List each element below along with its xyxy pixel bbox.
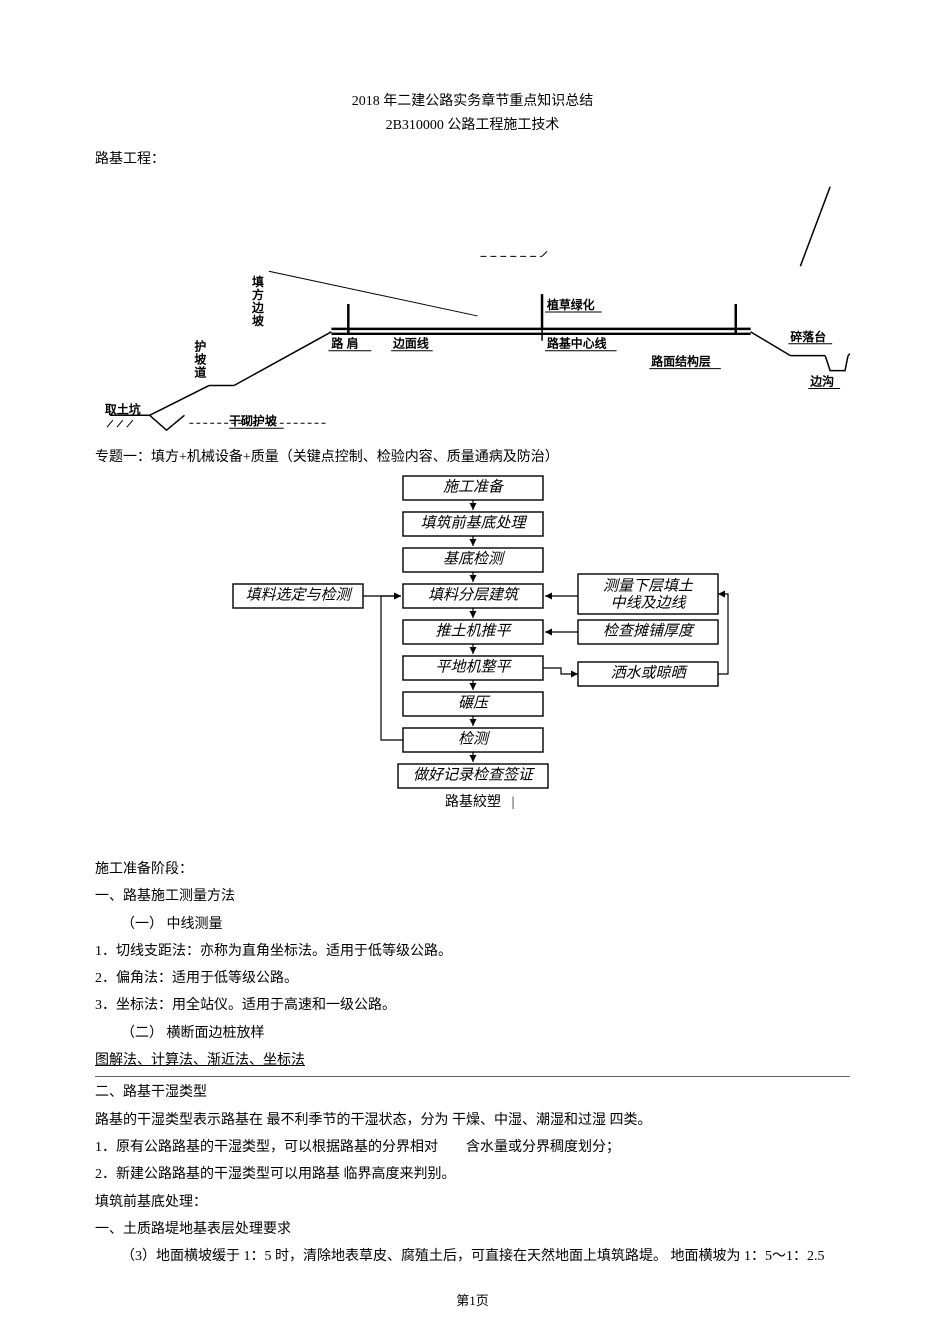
doc-title: 2018 年二建公路实务章节重点知识总结 [95,90,850,110]
svg-text:填筑前基底处理: 填筑前基底处理 [420,514,527,531]
svg-text:推土机推平: 推土机推平 [435,622,512,639]
cross-section-diagram: 填方边坡 护坡道 取土坑 干砌护坡 路 肩 边面线 植草绿化 路基中心线 路面结… [95,176,850,436]
diag-label: 路基中心线 [547,337,607,351]
body-text: 2．新建公路路基的干湿类型可以用路基 临界高度来判别。 [95,1161,850,1188]
flow-step: 碾压 [403,692,543,716]
svg-text:平地机整平: 平地机整平 [435,658,512,675]
flow-step: 做好记录检查签证 [398,764,548,788]
body-text: （二） 横断面边桩放样 [95,1020,850,1047]
diag-label: 边面线 [392,337,429,351]
flow-caption: 路基絞塑 [445,793,501,810]
svg-text:做好记录检查签证: 做好记录检查签证 [412,766,534,783]
flow-step: 推土机推平 [403,620,543,644]
flow-side-right-bot: 洒水或晾晒 [578,662,718,686]
diag-label: 路面结构层 [651,355,711,369]
flow-step: 检测 [403,728,543,752]
diag-label: 植草绿化 [546,298,595,312]
flow-step: 基底检测 [403,548,543,572]
svg-text:施工准备: 施工准备 [442,478,504,495]
body-text: 图解法、计算法、渐近法、坐标法 [95,1047,850,1074]
body-text: 一、土质路堤地基表层处理要求 [95,1216,850,1243]
flow-side-right-top: 测量下层填土 中线及边线 [578,574,718,614]
svg-text:填料分层建筑: 填料分层建筑 [427,586,519,603]
body-text: 填筑前基底处理： [95,1189,850,1216]
diag-label: 边沟 [809,374,834,388]
svg-text:洒水或晾晒: 洒水或晾晒 [610,664,688,681]
body-text: 1．原有公路路基的干湿类型，可以根据路基的分界相对 含水量或分界稠度划分； [95,1134,850,1161]
flow-step: 施工准备 [403,476,543,500]
cursor-mark: | [511,795,514,810]
flow-step: 平地机整平 [403,656,543,680]
svg-text:碾压: 碾压 [457,694,490,711]
body-text: 施工准备阶段： [95,856,850,883]
section-label: 路基工程： [95,148,850,168]
divider [95,1076,850,1077]
flow-step: 填筑前基底处理 [403,512,543,536]
body-text: 3．坐标法：用全站仪。适用于高速和一级公路。 [95,992,850,1019]
flow-step: 填料分层建筑 [403,584,543,608]
svg-text:测量下层填土: 测量下层填土 [602,577,693,594]
diag-label: 填方边坡 [251,275,264,328]
diag-label: 干砌护坡 [229,414,277,428]
svg-text:中线及边线: 中线及边线 [610,594,687,611]
body-text: 2．偏角法：适用于低等级公路。 [95,965,850,992]
svg-text:检查摊铺厚度: 检查摊铺厚度 [602,622,694,639]
diag-label: 碎落台 [790,330,826,344]
flowchart: 施工准备 填筑前基底处理 基底检测 填料分层建筑 推土机推平 平地机整平 [95,474,850,844]
body-text: 二、路基干湿类型 [95,1079,850,1106]
svg-text:检测: 检测 [457,730,490,747]
flow-side-left: 填料选定与检测 [233,584,363,608]
body-text: 路基的干湿类型表示路基在 最不利季节的干湿状态，分为 干燥、中湿、潮湿和过湿 四… [95,1107,850,1134]
page-number: 第1页 [0,1290,945,1309]
body-text: 1．切线支距法：亦称为直角坐标法。适用于低等级公路。 [95,938,850,965]
doc-subtitle: 2B310000 公路工程施工技术 [95,114,850,134]
diag-label: 护坡道 [194,340,206,380]
flow-side-right-mid: 检查摊铺厚度 [578,620,718,644]
body-text: 一、路基施工测量方法 [95,883,850,910]
svg-text:基底检测: 基底检测 [442,550,505,567]
diag-label: 路 肩 [331,337,358,351]
body-text: （一） 中线测量 [95,911,850,938]
diag-label: 取土坑 [105,402,141,416]
body-text: （3）地面横坡缓于 1：5 时，清除地表草皮、腐殖土后，可直接在天然地面上填筑路… [95,1243,850,1270]
svg-text:填料选定与检测: 填料选定与检测 [245,586,353,603]
topic-one: 专题一：填方+机械设备+质量（关键点控制、检验内容、质量通病及防治） [95,446,850,466]
